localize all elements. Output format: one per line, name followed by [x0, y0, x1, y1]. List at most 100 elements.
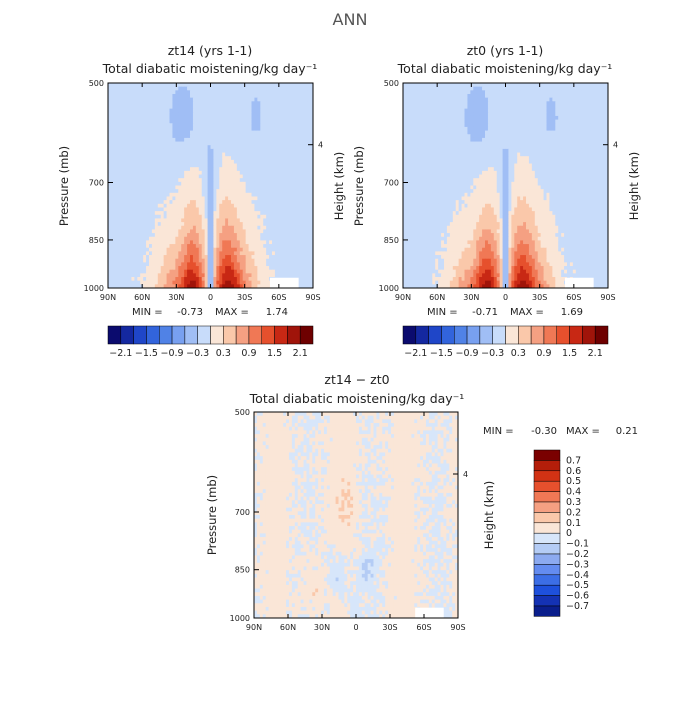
heatmap-cell [278, 160, 281, 164]
heatmap-cell [152, 273, 155, 277]
heatmap-cell [459, 98, 462, 102]
heatmap-cell [243, 160, 246, 164]
heatmap-cell [208, 164, 211, 168]
heatmap-cell [190, 255, 193, 259]
heatmap-cell [266, 222, 269, 226]
heatmap-cell [508, 105, 511, 109]
heatmap-cell [213, 255, 216, 259]
heatmap-cell [213, 259, 216, 263]
heatmap-cell [263, 171, 266, 175]
heatmap-cell [216, 178, 219, 182]
heatmap-cell [137, 164, 140, 168]
heatmap-cell [231, 131, 234, 135]
heatmap-cell [137, 182, 140, 186]
heatmap-cell [225, 266, 228, 270]
heatmap-cell [287, 156, 290, 160]
heatmap-cell [231, 153, 234, 157]
heatmap-cell [196, 127, 199, 131]
heatmap-cell [164, 248, 167, 252]
heatmap-cell [503, 116, 506, 120]
heatmap-cell [576, 127, 579, 131]
heatmap-cell [295, 226, 298, 230]
heatmap-cell [275, 215, 278, 219]
heatmap-cell [497, 105, 500, 109]
heatmap-cell [252, 270, 255, 274]
heatmap-cell [134, 109, 137, 113]
heatmap-cell [538, 112, 541, 116]
heatmap-cell [295, 237, 298, 241]
heatmap-cell [126, 204, 129, 208]
heatmap-cell [199, 167, 202, 171]
heatmap-cell [409, 134, 412, 138]
heatmap-cell [599, 101, 602, 105]
heatmap-cell [263, 109, 266, 113]
heatmap-cell [158, 120, 161, 124]
heatmap-cell [149, 153, 152, 157]
heatmap-cell [535, 131, 538, 135]
heatmap-cell [263, 259, 266, 263]
heatmap-cell [202, 167, 205, 171]
heatmap-cell [266, 207, 269, 211]
heatmap-cell [231, 186, 234, 190]
heatmap-cell [579, 87, 582, 91]
heatmap-cell [570, 112, 573, 116]
heatmap-cell [301, 90, 304, 94]
heatmap-cell [172, 200, 175, 204]
heatmap-cell [588, 83, 591, 87]
heatmap-cell [123, 186, 126, 190]
heatmap-cell [134, 204, 137, 208]
heatmap-cell [290, 105, 293, 109]
heatmap-cell [243, 211, 246, 215]
heatmap-cell [123, 87, 126, 91]
heatmap-cell [494, 131, 497, 135]
heatmap-cell [287, 229, 290, 233]
heatmap-cell [275, 218, 278, 222]
heatmap-cell [225, 222, 228, 226]
heatmap-cell [526, 87, 529, 91]
heatmap-cell [126, 266, 129, 270]
heatmap-cell [175, 90, 178, 94]
heatmap-cell [266, 127, 269, 131]
heatmap-cell [307, 226, 310, 230]
heatmap-cell [473, 90, 476, 94]
heatmap-cell [172, 145, 175, 149]
heatmap-cell [450, 83, 453, 87]
heatmap-cell [544, 101, 547, 105]
heatmap-cell [216, 83, 219, 87]
heatmap-cell [541, 101, 544, 105]
heatmap-cell [164, 164, 167, 168]
heatmap-cell [211, 277, 214, 281]
heatmap-cell [500, 83, 503, 87]
heatmap-cell [275, 131, 278, 135]
heatmap-cell [152, 226, 155, 230]
heatmap-cell [134, 244, 137, 248]
heatmap-cell [187, 164, 190, 168]
heatmap-cell [178, 226, 181, 230]
heatmap-cell [529, 120, 532, 124]
heatmap-cell [225, 237, 228, 241]
heatmap-cell [205, 164, 208, 168]
heatmap-cell [213, 138, 216, 142]
heatmap-cell [231, 277, 234, 281]
heatmap-cell [225, 262, 228, 266]
heatmap-cell [272, 193, 275, 197]
heatmap-cell [205, 182, 208, 186]
heatmap-cell [503, 87, 506, 91]
heatmap-cell [146, 156, 149, 160]
heatmap-cell [114, 142, 117, 146]
heatmap-cell [199, 204, 202, 208]
heatmap-cell [257, 120, 260, 124]
heatmap-cell [178, 270, 181, 274]
heatmap-cell [284, 134, 287, 138]
heatmap-cell [491, 90, 494, 94]
heatmap-cell [134, 211, 137, 215]
heatmap-cell [187, 193, 190, 197]
heatmap-cell [129, 266, 132, 270]
heatmap-cell [240, 131, 243, 135]
heatmap-cell [307, 244, 310, 248]
heatmap-cell [438, 127, 441, 131]
heatmap-cell [114, 233, 117, 237]
heatmap-cell [579, 109, 582, 113]
heatmap-cell [246, 222, 249, 226]
heatmap-cell [284, 255, 287, 259]
